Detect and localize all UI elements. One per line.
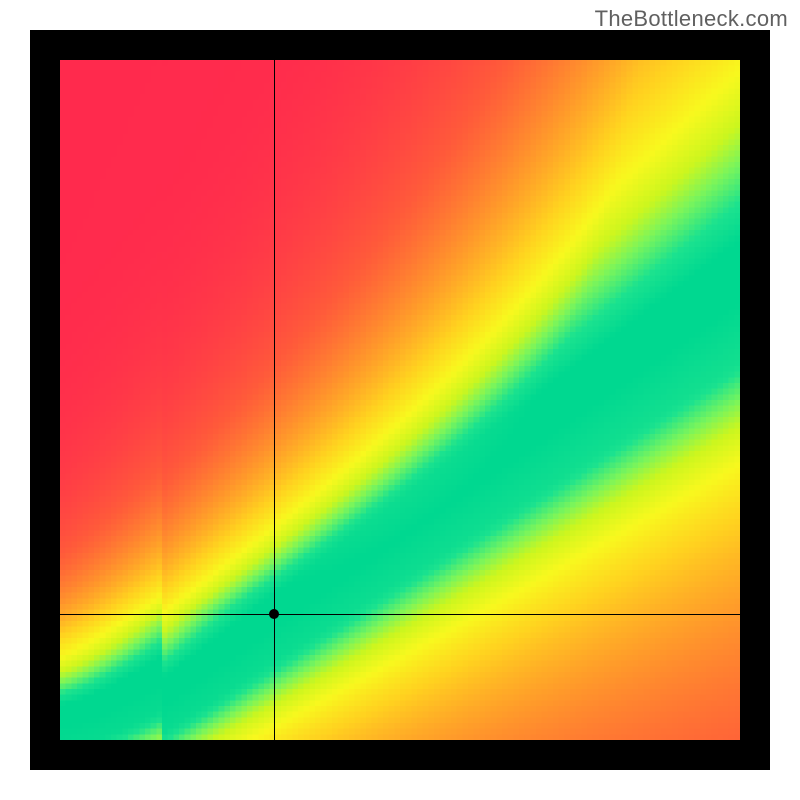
- plot-outer-frame: [30, 30, 770, 770]
- crosshair-marker: [269, 609, 279, 619]
- figure-container: TheBottleneck.com: [0, 0, 800, 800]
- watermark-text: TheBottleneck.com: [595, 6, 788, 32]
- plot-area: [60, 60, 740, 740]
- bottleneck-heatmap: [60, 60, 740, 740]
- crosshair-vertical: [274, 60, 275, 740]
- crosshair-horizontal: [60, 614, 740, 615]
